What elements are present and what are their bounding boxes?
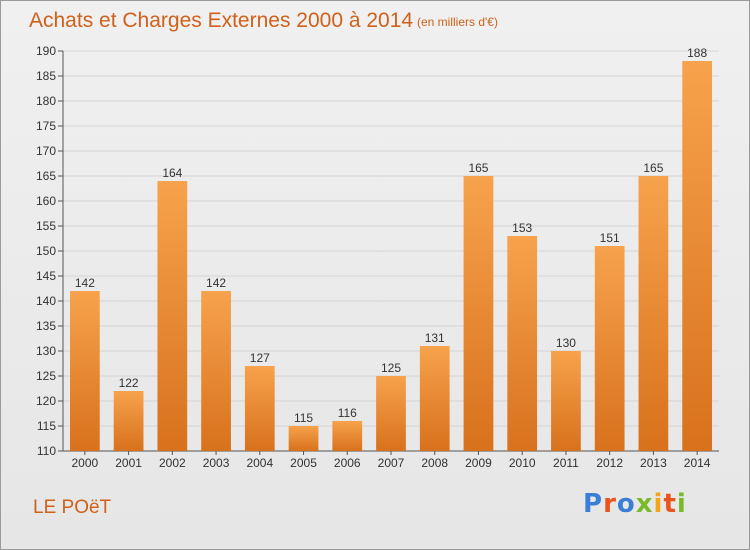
- bar-value-label: 131: [425, 331, 445, 345]
- x-tick-label: 2003: [203, 456, 230, 470]
- y-tick-label: 145: [36, 269, 56, 283]
- bar: [682, 61, 713, 451]
- bar: [288, 426, 319, 451]
- bar: [113, 391, 144, 451]
- bar: [157, 181, 188, 451]
- y-tick-label: 120: [36, 394, 56, 408]
- bar-value-label: 142: [75, 276, 95, 290]
- logo-letter: P: [583, 489, 604, 519]
- bar-value-label: 188: [687, 46, 707, 60]
- bar: [463, 176, 494, 451]
- bar-value-label: 122: [119, 376, 139, 390]
- bar-value-label: 165: [643, 161, 663, 175]
- bar-value-label: 164: [162, 166, 182, 180]
- bar-value-label: 142: [206, 276, 226, 290]
- y-tick-label: 175: [36, 119, 56, 133]
- bar: [551, 351, 581, 451]
- bar-value-label: 116: [338, 406, 357, 420]
- bar-value-label: 130: [556, 336, 576, 350]
- bar-value-label: 115: [294, 411, 313, 425]
- y-tick-label: 190: [36, 44, 56, 58]
- x-tick-label: 2000: [72, 456, 99, 470]
- y-tick-label: 165: [36, 169, 56, 183]
- bar-value-label: 151: [600, 231, 620, 245]
- bar: [332, 421, 363, 451]
- x-tick-label: 2005: [290, 456, 317, 470]
- x-tick-label: 2010: [509, 456, 536, 470]
- bar-value-label: 125: [381, 361, 401, 375]
- x-tick-label: 2009: [465, 456, 492, 470]
- logo-letter: r: [603, 489, 617, 519]
- x-tick-label: 2004: [246, 456, 273, 470]
- bar-chart: 110 115 120 125 130 135 140 145 150 155 160 165 170 1…: [36, 44, 719, 470]
- logo-letter: i: [653, 489, 664, 519]
- bar: [419, 346, 450, 451]
- x-tick-label: 2011: [553, 456, 579, 470]
- bar: [244, 366, 275, 451]
- bar-value-label: 165: [468, 161, 488, 175]
- bar: [201, 291, 231, 451]
- chart-title: Achats et Charges Externes 2000 à 2014: [29, 9, 414, 32]
- y-tick-label: 135: [36, 319, 56, 333]
- labels: 110 115 120 125 130 135 140 145 150 155 160 165 170 1…: [36, 44, 711, 470]
- y-tick-label: 125: [36, 369, 56, 383]
- bar: [69, 291, 100, 451]
- y-tick-label: 160: [36, 194, 56, 208]
- logo-letter: t: [663, 489, 677, 519]
- y-tick-label: 115: [37, 419, 56, 433]
- x-tick-label: 2002: [159, 456, 186, 470]
- y-tick-label: 185: [36, 69, 56, 83]
- y-tick-label: 180: [36, 94, 56, 108]
- y-tick-label: 170: [36, 144, 56, 158]
- logo-letter: x: [635, 489, 654, 519]
- bar: [507, 236, 538, 451]
- commune-name: LE POëT: [33, 497, 112, 518]
- bar: [594, 246, 625, 451]
- bar-value-label: 127: [250, 351, 270, 365]
- x-tick-label: 2012: [596, 456, 623, 470]
- logo-letter: i: [676, 489, 687, 519]
- bars: [69, 61, 713, 451]
- chart-subtitle: (en milliers d'€): [417, 15, 498, 29]
- x-tick-label: 2001: [115, 456, 142, 470]
- logo-letter: o: [616, 489, 636, 519]
- x-tick-label: 2014: [684, 456, 711, 470]
- y-tick-label: 150: [36, 244, 56, 258]
- bar-value-label: 153: [512, 221, 532, 235]
- x-tick-label: 2013: [640, 456, 667, 470]
- x-tick-label: 2006: [334, 456, 361, 470]
- x-tick-label: 2008: [421, 456, 448, 470]
- x-tick-label: 2007: [378, 456, 405, 470]
- bar: [376, 376, 406, 451]
- y-tick-label: 140: [36, 294, 56, 308]
- y-tick-label: 155: [36, 219, 56, 233]
- bar: [638, 176, 669, 451]
- y-tick-label: 130: [36, 344, 56, 358]
- y-tick-label: 110: [37, 444, 56, 458]
- proxiti-logo[interactable]: Proxiti: [583, 489, 687, 519]
